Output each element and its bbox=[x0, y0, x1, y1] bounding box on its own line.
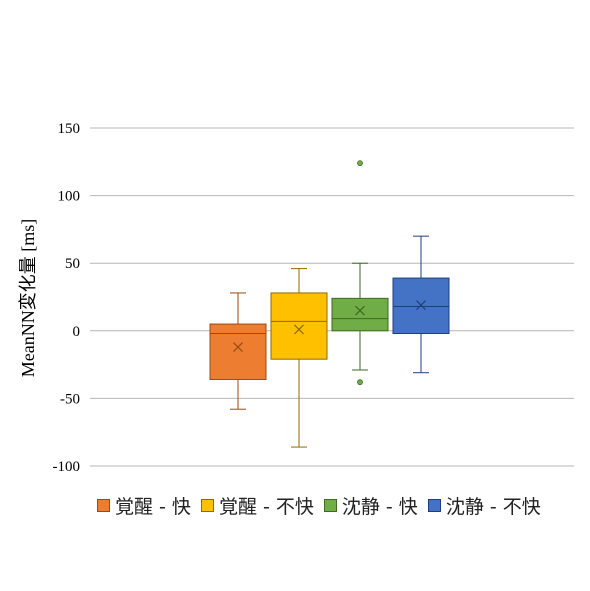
legend-swatch bbox=[427, 499, 441, 512]
legend-item: 覚醒 - 不快 bbox=[200, 492, 314, 519]
y-tick-label: -100 bbox=[53, 459, 81, 475]
legend-item: 沈静 - 不快 bbox=[427, 492, 541, 519]
legend: 覚醒 - 快 覚醒 - 不快 沈静 - 快 沈静 - 不快 bbox=[97, 492, 541, 519]
grid-lines bbox=[90, 127, 574, 467]
box bbox=[270, 292, 328, 360]
box-plot bbox=[392, 235, 450, 374]
y-tick-label: 50 bbox=[65, 256, 80, 272]
y-tick-label: 150 bbox=[58, 121, 81, 137]
legend-label: 沈静 - 不快 bbox=[445, 496, 541, 518]
legend-label: 沈静 - 快 bbox=[341, 496, 418, 518]
box bbox=[209, 323, 267, 380]
mean-marker bbox=[294, 324, 304, 335]
legend-swatch bbox=[323, 499, 337, 512]
legend-label: 覚醒 - 快 bbox=[115, 496, 191, 518]
legend-swatch bbox=[97, 499, 110, 512]
mean-marker bbox=[416, 300, 426, 311]
legend-label: 覚醒 - 不快 bbox=[218, 496, 314, 518]
legend-item: 沈静 - 快 bbox=[323, 492, 418, 519]
box-plot bbox=[209, 292, 267, 410]
y-tick-label: -50 bbox=[60, 391, 80, 407]
mean-marker bbox=[233, 342, 243, 352]
mean-marker bbox=[355, 305, 365, 316]
y-axis-label: MeanNN変化量 [ms] bbox=[18, 219, 38, 377]
box bbox=[331, 297, 389, 332]
y-tick-labels: 150 100 50 0 -50 -100 bbox=[53, 121, 81, 475]
box-plot bbox=[270, 268, 328, 448]
y-tick-label: 0 bbox=[73, 324, 81, 340]
outlier-point bbox=[357, 160, 363, 167]
box-plots bbox=[209, 160, 450, 448]
legend-swatch bbox=[200, 499, 214, 512]
outlier-point bbox=[357, 379, 363, 386]
legend-item: 覚醒 - 快 bbox=[97, 492, 191, 519]
box-plot bbox=[331, 160, 389, 386]
y-tick-label: 100 bbox=[58, 189, 81, 205]
